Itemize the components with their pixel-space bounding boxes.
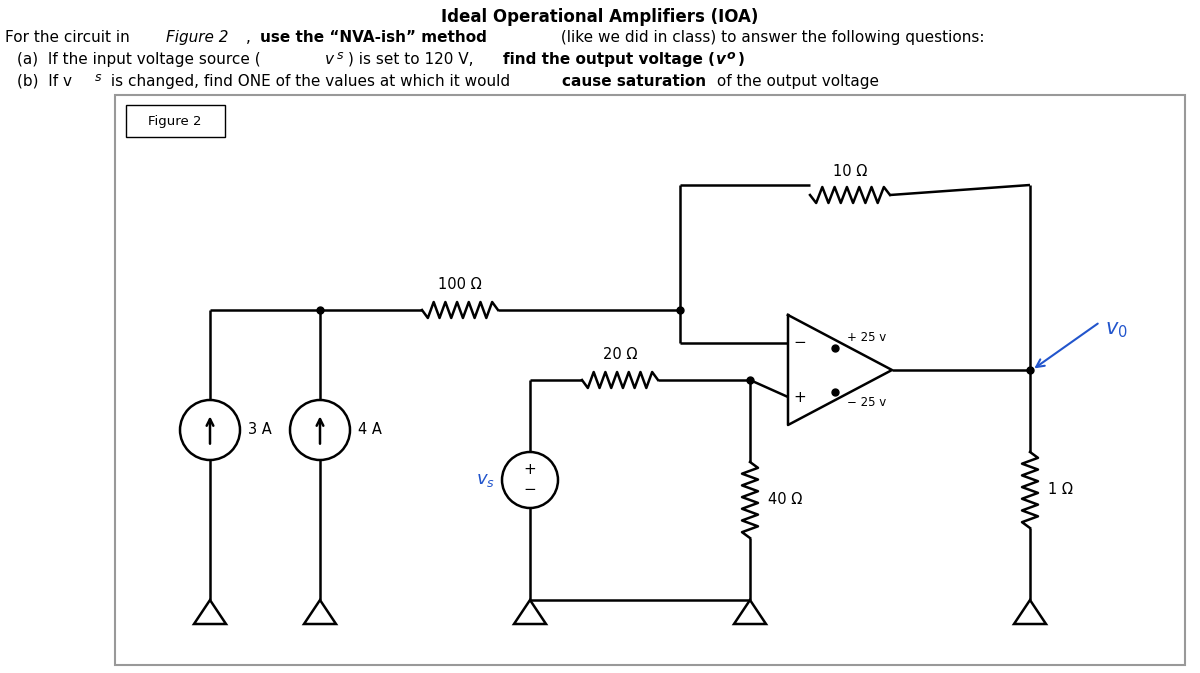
Text: Figure 2: Figure 2 — [166, 30, 228, 45]
Text: is changed, find ONE of the values at which it would: is changed, find ONE of the values at wh… — [106, 74, 515, 89]
Text: 20 Ω: 20 Ω — [602, 347, 637, 362]
Text: −: − — [523, 483, 536, 497]
Text: $\mathit{v_s}$: $\mathit{v_s}$ — [475, 471, 494, 489]
Bar — [115, 95, 1186, 665]
FancyBboxPatch shape — [126, 105, 226, 137]
Text: 100 Ω: 100 Ω — [438, 277, 482, 292]
Text: (like we did in class) to answer the following questions:: (like we did in class) to answer the fol… — [556, 30, 984, 45]
Text: find the output voltage (: find the output voltage ( — [503, 52, 715, 67]
Text: − 25 v: − 25 v — [847, 396, 887, 409]
Text: 40 Ω: 40 Ω — [768, 493, 803, 507]
Text: o: o — [727, 49, 736, 62]
Text: +: + — [523, 462, 536, 478]
Text: + 25 v: + 25 v — [847, 331, 887, 344]
Text: 10 Ω: 10 Ω — [833, 164, 868, 179]
Text: use the “NVA-ish” method: use the “NVA-ish” method — [260, 30, 487, 45]
Text: 4 A: 4 A — [358, 423, 382, 437]
Text: (a)  If the input voltage source (: (a) If the input voltage source ( — [17, 52, 260, 67]
Text: v: v — [715, 52, 725, 67]
Text: v: v — [325, 52, 334, 67]
Text: of the output voltage: of the output voltage — [712, 74, 878, 89]
Text: s: s — [337, 49, 343, 62]
Text: (b)  If v: (b) If v — [17, 74, 72, 89]
Text: Figure 2: Figure 2 — [149, 114, 202, 127]
Text: 1 Ω: 1 Ω — [1048, 483, 1073, 497]
Text: 3 A: 3 A — [248, 423, 271, 437]
Text: ): ) — [738, 52, 745, 67]
Text: Ideal Operational Amplifiers (IOA): Ideal Operational Amplifiers (IOA) — [442, 8, 758, 26]
Text: +: + — [793, 390, 806, 405]
Text: For the circuit in: For the circuit in — [5, 30, 134, 45]
Text: cause saturation: cause saturation — [562, 74, 706, 89]
Text: ,: , — [246, 30, 256, 45]
Text: ) is set to 120 V,: ) is set to 120 V, — [348, 52, 479, 67]
Text: $\mathit{v_0}$: $\mathit{v_0}$ — [1105, 320, 1128, 340]
Text: s: s — [95, 71, 102, 84]
Text: −: − — [793, 335, 806, 350]
